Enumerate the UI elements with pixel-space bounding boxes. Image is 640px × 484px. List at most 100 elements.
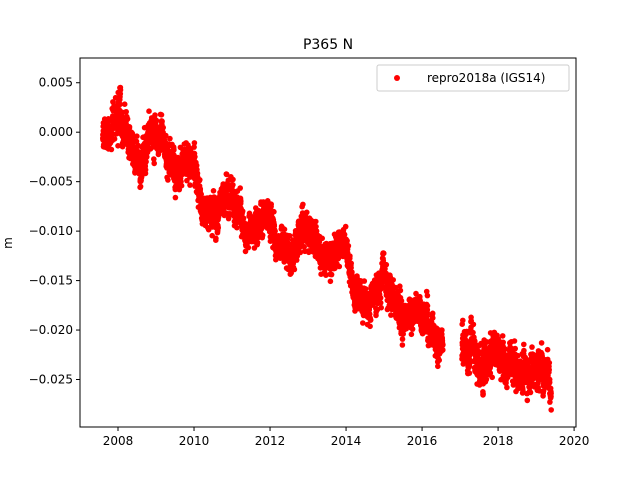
data-point (259, 232, 266, 238)
data-point (489, 374, 496, 381)
data-point (397, 287, 404, 294)
data-point (521, 347, 527, 354)
data-point (500, 339, 507, 346)
data-point (108, 146, 115, 153)
data-point (240, 215, 247, 221)
data-point (367, 323, 373, 330)
data-point (172, 194, 179, 201)
x-tick-label: 2008 (103, 434, 134, 448)
data-point (129, 130, 136, 137)
data-point (237, 185, 243, 191)
data-point (349, 269, 355, 275)
x-tick-label: 2018 (483, 434, 514, 448)
data-point (378, 304, 385, 311)
data-point (171, 147, 177, 153)
data-point (146, 108, 152, 114)
data-point (483, 376, 490, 383)
x-tick-label: 2014 (331, 434, 362, 448)
chart-title: P365 N (303, 37, 353, 53)
data-point (460, 317, 466, 324)
data-point (151, 156, 157, 162)
data-point (504, 384, 510, 391)
data-point (424, 292, 431, 299)
data-point (245, 244, 252, 251)
data-point (470, 321, 477, 328)
data-point (313, 218, 319, 225)
y-tick-label: −0.010 (29, 224, 73, 238)
data-point (117, 101, 123, 108)
legend: repro2018a (IGS14) (376, 64, 570, 92)
data-point (499, 333, 506, 339)
data-point (126, 124, 133, 130)
data-point (546, 360, 553, 366)
data-point (439, 327, 445, 333)
data-point (546, 367, 552, 373)
data-point (144, 154, 150, 160)
data-point (544, 346, 551, 353)
y-tick-label: 0.000 (39, 125, 73, 139)
data-point (512, 345, 518, 352)
data-point (191, 144, 197, 150)
data-point (153, 117, 160, 124)
data-point (160, 124, 166, 131)
data-point (254, 239, 261, 246)
data-point (281, 226, 288, 233)
data-point (271, 209, 277, 215)
x-tick-label: 2016 (407, 434, 438, 448)
data-point (134, 133, 140, 139)
data-point (511, 338, 518, 344)
data-point (178, 182, 185, 189)
data-point (143, 158, 149, 165)
data-point (193, 162, 200, 169)
data-point (527, 389, 534, 396)
data-point (436, 357, 443, 364)
data-point (215, 224, 221, 231)
data-point (344, 238, 350, 244)
data-point (300, 201, 306, 208)
data-point (304, 209, 310, 216)
legend-label: repro2018a (IGS14) (427, 71, 545, 85)
data-point (178, 178, 184, 185)
data-point (409, 326, 416, 332)
data-point (399, 342, 406, 348)
data-point (197, 186, 204, 192)
data-point (158, 112, 165, 118)
data-point (239, 208, 246, 214)
data-point (115, 143, 121, 149)
data-point (327, 278, 334, 285)
data-point (111, 136, 118, 142)
data-point (152, 112, 158, 118)
data-point (142, 167, 149, 173)
data-point (480, 390, 486, 397)
data-point (210, 188, 217, 194)
y-axis-label: m (1, 237, 15, 249)
y-tick-label: −0.025 (29, 373, 73, 387)
data-point (319, 235, 326, 242)
data-point (377, 300, 384, 306)
data-point (117, 87, 124, 93)
data-point (137, 183, 144, 190)
data-point (187, 182, 193, 188)
data-point (272, 228, 278, 234)
data-point (234, 224, 240, 231)
data-point (548, 407, 554, 413)
data-point (151, 160, 157, 167)
data-point (377, 295, 384, 301)
data-point (529, 344, 535, 350)
data-point (408, 331, 415, 338)
data-point (538, 340, 545, 346)
data-point (430, 315, 436, 321)
x-tick-label: 2012 (255, 434, 286, 448)
data-point (223, 171, 230, 178)
data-point (230, 182, 236, 188)
data-point (424, 303, 431, 309)
data-point (348, 260, 355, 267)
data-point (383, 261, 390, 268)
data-point (347, 253, 353, 259)
data-point (367, 317, 374, 323)
data-point (121, 101, 128, 107)
data-point (123, 109, 129, 115)
legend-marker (394, 75, 400, 81)
